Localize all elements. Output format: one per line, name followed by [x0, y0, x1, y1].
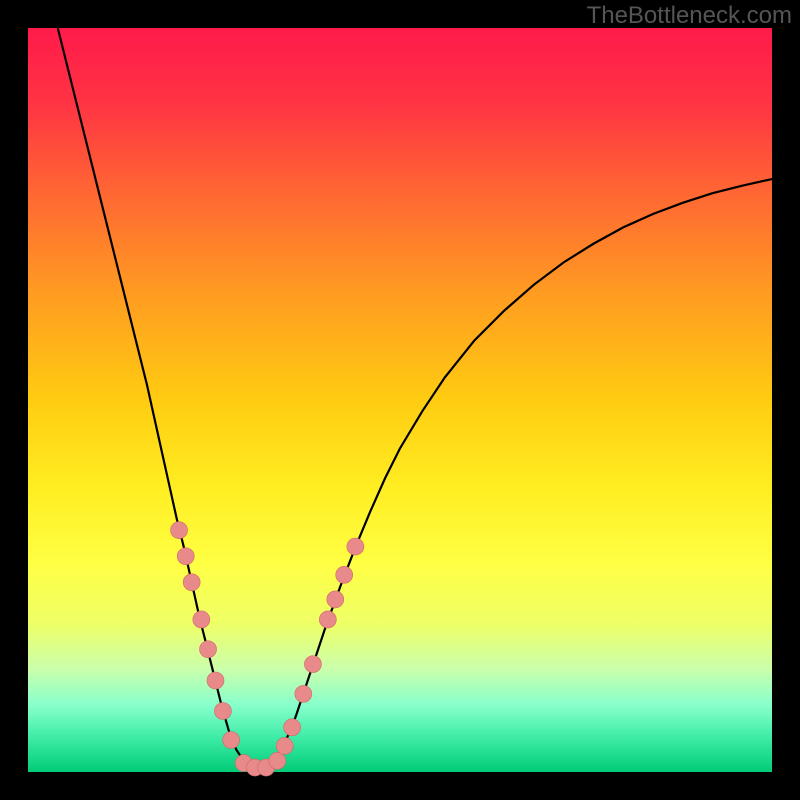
data-marker [183, 574, 200, 591]
data-marker [177, 548, 194, 565]
data-marker [223, 732, 240, 749]
data-marker [295, 685, 312, 702]
data-marker [304, 656, 321, 673]
data-marker [207, 672, 224, 689]
data-marker [327, 591, 344, 608]
data-marker [276, 737, 293, 754]
chart-svg [0, 0, 800, 800]
data-marker [319, 611, 336, 628]
data-marker [269, 752, 286, 769]
gradient-background [28, 28, 772, 772]
data-marker [214, 702, 231, 719]
data-marker [347, 538, 364, 555]
watermark-text: TheBottleneck.com [587, 2, 792, 30]
data-marker [193, 611, 210, 628]
data-marker [171, 522, 188, 539]
data-marker [200, 641, 217, 658]
data-marker [336, 566, 353, 583]
data-marker [284, 719, 301, 736]
bottleneck-chart: TheBottleneck.com [0, 0, 800, 800]
